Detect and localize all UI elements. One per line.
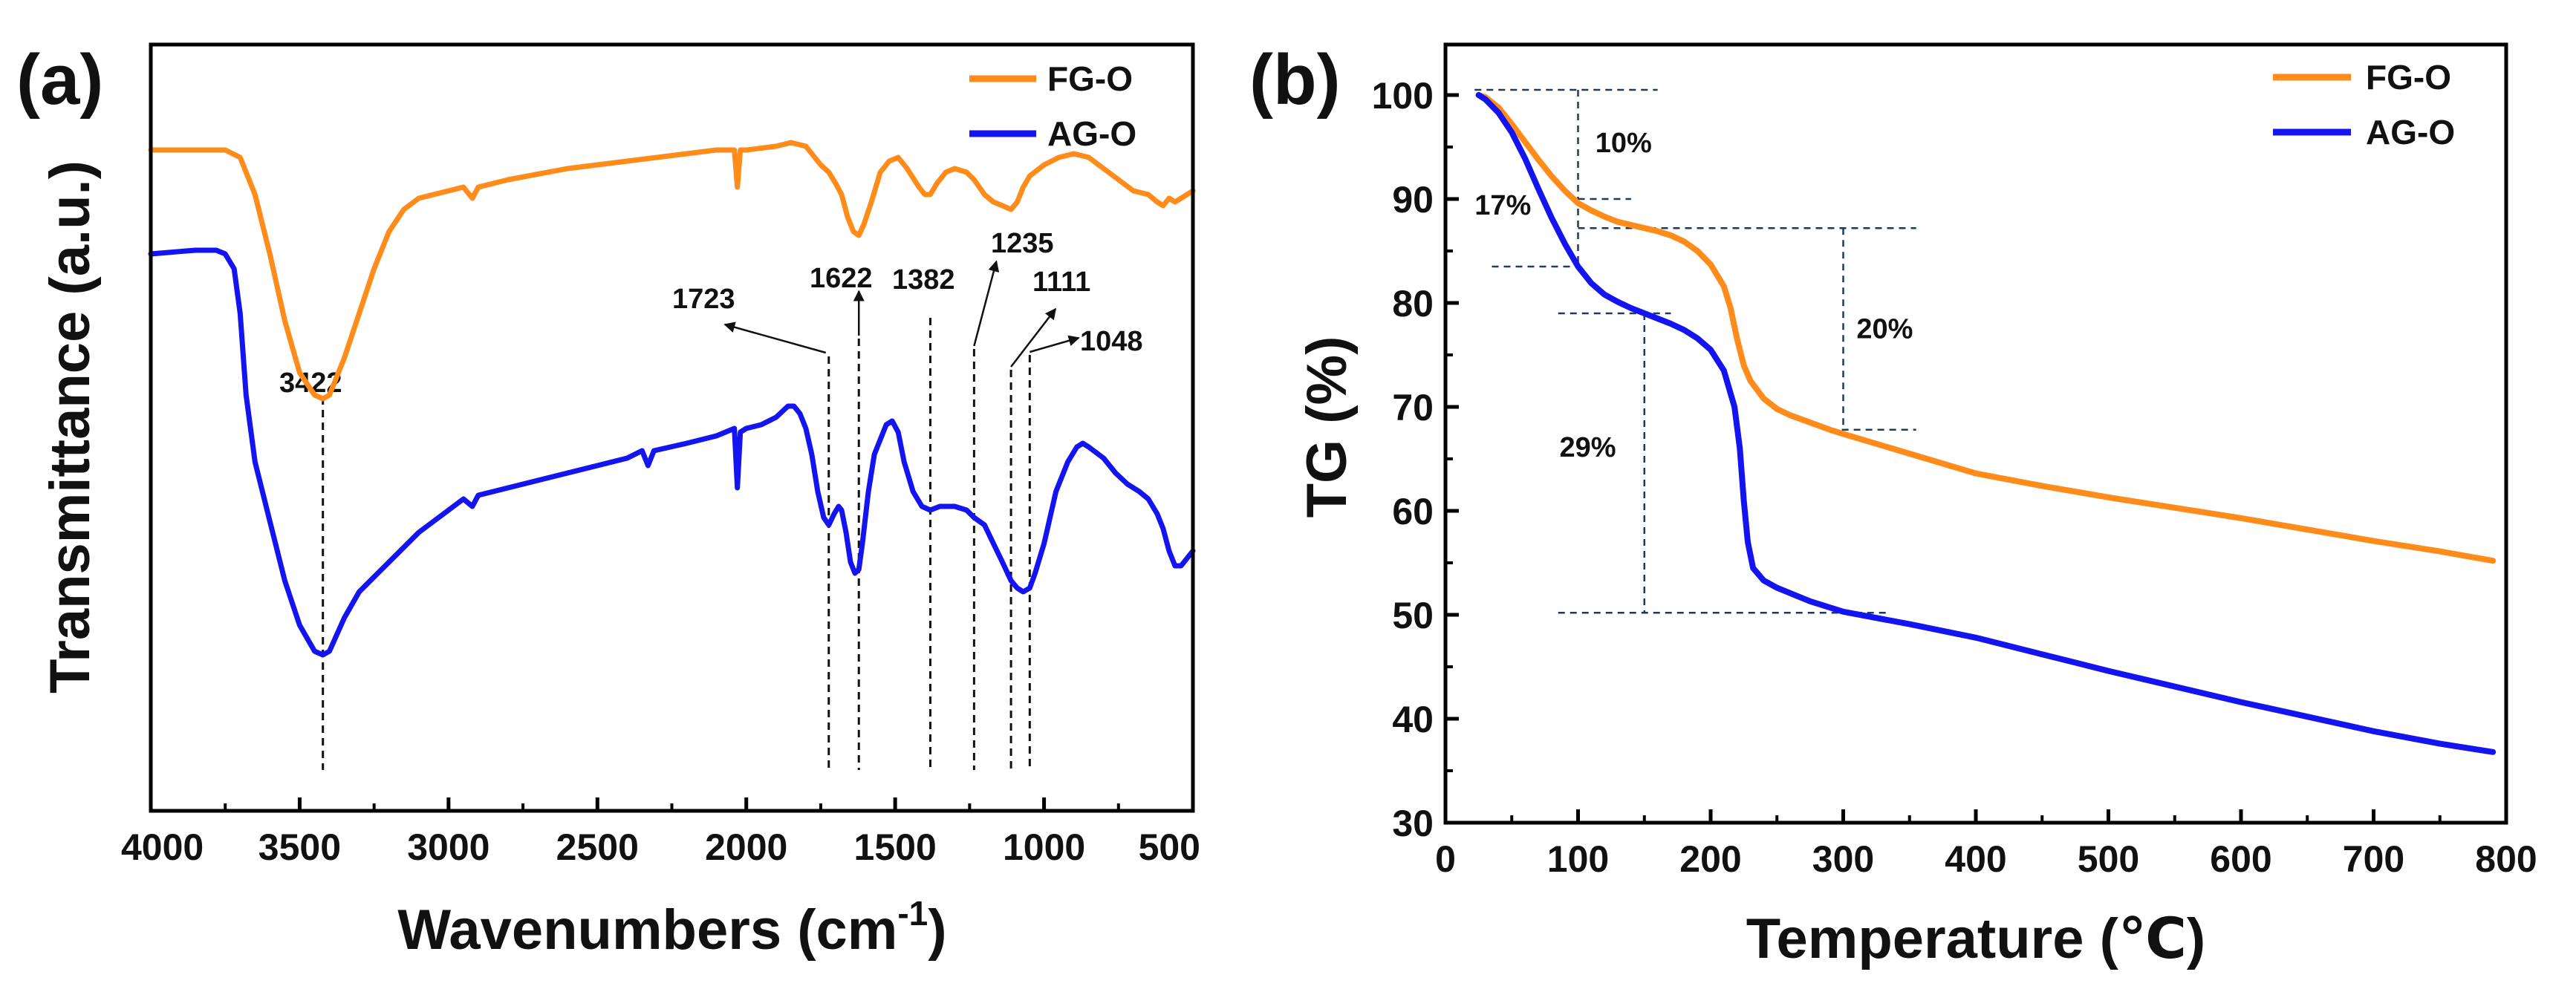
x-tick-label-a: 4000 <box>121 826 204 868</box>
peak-label-1622: 1622 <box>810 263 873 294</box>
x-tick-label-a: 3500 <box>258 826 341 868</box>
series-line-b-ag-o <box>1475 92 2497 755</box>
y-tick-label-b: 80 <box>1392 283 1434 324</box>
panel-a-x-ticks: 4000 3500 3000 2500 2000 1500 1000 500 <box>121 797 1200 868</box>
panel-a-axes-frame <box>149 42 1195 813</box>
mass-loss-label-29: 29% <box>1560 432 1616 463</box>
y-tick-label-b: 100 <box>1372 75 1434 117</box>
legend-b-fg-label: FG-O <box>2366 58 2451 97</box>
legend-b-ag-label: AG-O <box>2366 113 2455 151</box>
legend-a-fg-label: FG-O <box>1047 59 1133 98</box>
arrow-1111 <box>1010 307 1057 368</box>
panel-b-tga-chart: (b) 10% 17% 20% 29% 0 100 200 300 400 500 600 700 8… <box>1249 40 2537 970</box>
mass-loss-label-17: 17% <box>1474 190 1531 221</box>
x-tick-label-b: 200 <box>1679 838 1741 880</box>
peak-label-1235: 1235 <box>991 228 1054 259</box>
y-tick-label-b: 40 <box>1392 699 1434 740</box>
series-line-b-fg-o <box>1475 92 2497 564</box>
series-line-a-fg-o <box>148 140 1196 402</box>
series-line-a-ag-o <box>148 247 1196 658</box>
panel-a-legend: FG-O AG-O <box>969 59 1136 153</box>
panel-b-y-axis-title: TG (%) <box>1295 336 1359 518</box>
panel-b-x-axis-title: Temperature (℃) <box>1746 907 2206 970</box>
arrow-1723 <box>723 322 827 354</box>
peak-label-1382: 1382 <box>892 264 955 296</box>
x-tick-label-b: 300 <box>1812 838 1874 880</box>
panel-a-x-axis-title: Wavenumbers (cm-1) <box>397 894 946 962</box>
x-tick-label-a: 500 <box>1139 826 1200 868</box>
x-tick-label-a: 3000 <box>407 826 489 868</box>
peak-label-1048: 1048 <box>1080 326 1143 357</box>
y-tick-label-b: 30 <box>1392 803 1434 844</box>
panel-b-label: (b) <box>1249 40 1341 120</box>
x-tick-label-b: 400 <box>1945 838 2006 880</box>
x-tick-label-b: 500 <box>2078 838 2139 880</box>
x-tick-label-b: 700 <box>2343 838 2404 880</box>
mass-loss-label-20: 20% <box>1856 314 1913 345</box>
x-tick-label-a: 2000 <box>705 826 787 868</box>
arrow-1048 <box>1029 335 1080 353</box>
x-tick-label-a: 1500 <box>854 826 937 868</box>
x-tick-label-b: 100 <box>1547 838 1609 880</box>
x-tick-label-a: 1000 <box>1003 826 1085 868</box>
panel-b-legend: FG-O AG-O <box>2273 58 2455 151</box>
peak-label-1723: 1723 <box>672 284 735 315</box>
y-tick-label-b: 60 <box>1392 491 1434 532</box>
x-tick-label-b: 800 <box>2475 838 2537 880</box>
panel-b-plot-area: 10% 17% 20% 29% <box>1474 88 2497 755</box>
y-tick-label-b: 90 <box>1392 179 1434 221</box>
x-tick-label-b: 0 <box>1435 838 1456 880</box>
panel-b-ticks: 0 100 200 300 400 500 600 700 800 30 40 50 60 70 80 90 1… <box>1372 75 2537 880</box>
legend-a-ag-label: AG-O <box>1047 114 1136 153</box>
x-tick-label-a: 2500 <box>556 826 639 868</box>
y-tick-label-b: 50 <box>1392 595 1434 636</box>
y-tick-label-b: 70 <box>1392 387 1434 428</box>
peak-label-1111: 1111 <box>1032 267 1090 298</box>
x-tick-label-b: 600 <box>2210 838 2271 880</box>
panel-a-label: (a) <box>16 40 103 120</box>
arrow-1235 <box>973 260 1000 347</box>
mass-loss-label-10: 10% <box>1596 128 1652 159</box>
panel-a-y-axis-title: Transmittance (a.u.) <box>39 160 102 694</box>
